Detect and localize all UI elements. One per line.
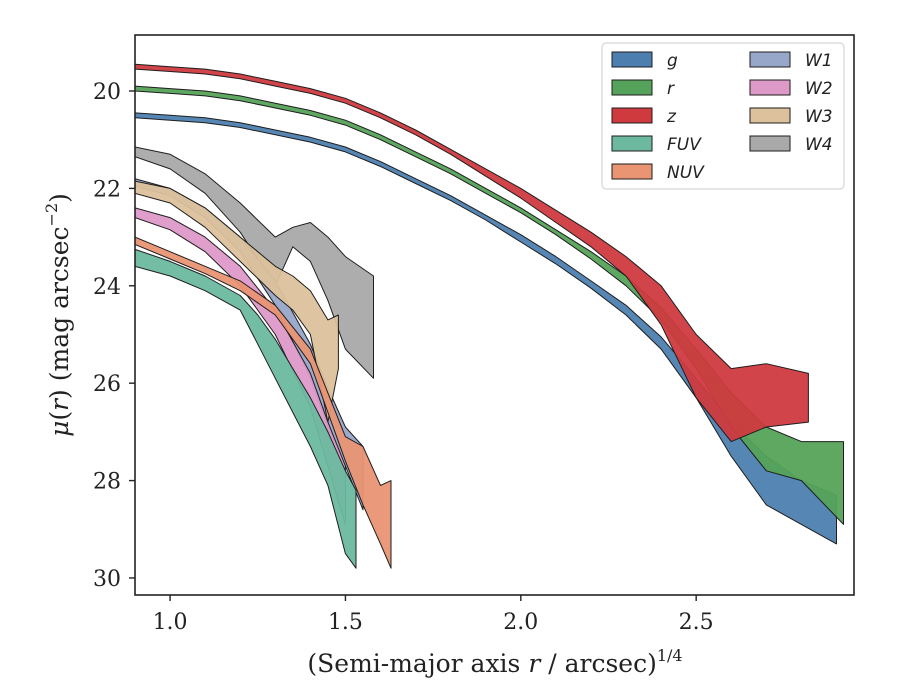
- x-tick-label: 1.5: [328, 610, 363, 635]
- band-g: [135, 112, 837, 545]
- y-axis-ticks: 20 22 24 26 28 30: [93, 80, 135, 592]
- x-tick-label: 2.0: [503, 610, 538, 635]
- y-tick-label: 28: [93, 470, 121, 495]
- legend-label-nuv: NUV: [667, 163, 705, 183]
- y-tick-label: 24: [93, 275, 121, 300]
- legend-label-w3: W3: [805, 107, 833, 127]
- legend-swatch-w3: [749, 107, 791, 124]
- x-tick-label: 1.0: [153, 610, 188, 635]
- legend-label-g: g: [667, 51, 678, 71]
- legend-swatch-r: [611, 79, 653, 96]
- y-axis-label: μ(r) (mag arcsec−2): [42, 193, 74, 437]
- plot-frame: [134, 34, 855, 596]
- y-tick-label: 20: [93, 80, 121, 105]
- legend-label-w1: W1: [805, 51, 833, 71]
- x-axis-ticks: 1.0 1.5 2.0 2.5: [153, 595, 714, 635]
- legend-label-r: r: [667, 79, 675, 99]
- x-tick-label: 2.5: [679, 610, 714, 635]
- legend-swatch-w2: [749, 79, 791, 96]
- legend-swatch-w4: [749, 135, 791, 152]
- band-fuv: [135, 248, 357, 569]
- band-nuv: [135, 236, 392, 569]
- band-w4: [135, 146, 374, 379]
- band-w3: [135, 180, 339, 423]
- legend: grz FUV NUV W1 W2 W3 W4: [601, 42, 845, 190]
- y-tick-label: 26: [93, 372, 121, 397]
- y-tick-label: 30: [93, 567, 121, 592]
- legend-label-z: z: [666, 107, 677, 127]
- legend-swatch-fuv: [611, 135, 653, 152]
- legend-label-w4: W4: [805, 135, 833, 155]
- x-axis-label: (Semi-major axis r / arcsec)1/4: [307, 646, 682, 678]
- legend-label-fuv: FUV: [667, 135, 702, 155]
- profile-bands: [135, 63, 844, 569]
- legend-label-w2: W2: [805, 79, 833, 99]
- legend-swatch-w1: [749, 51, 791, 68]
- legend-swatch-z: [611, 107, 653, 124]
- legend-swatch-g: [611, 51, 653, 68]
- band-z: [135, 63, 809, 443]
- y-tick-label: 22: [93, 177, 121, 202]
- legend-swatch-nuv: [611, 163, 653, 180]
- band-r: [135, 85, 844, 525]
